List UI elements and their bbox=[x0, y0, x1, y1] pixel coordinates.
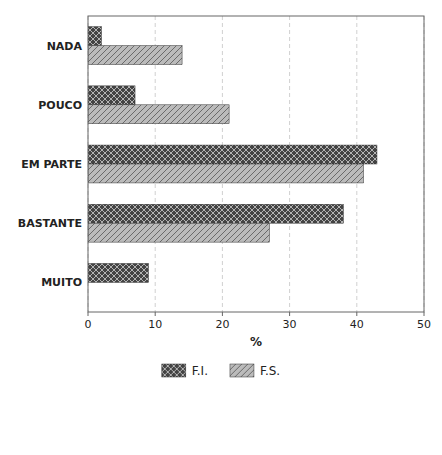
x-tick-label: 40 bbox=[350, 318, 364, 331]
legend-label: F.I. bbox=[192, 364, 208, 378]
x-tick bbox=[222, 312, 223, 316]
y-axis: NADA POUCO EM PARTE BASTANTE MUITO bbox=[18, 40, 83, 290]
x-tick-label: 10 bbox=[148, 318, 162, 331]
x-tick-label: 20 bbox=[215, 318, 229, 331]
legend-swatch bbox=[230, 364, 254, 377]
y-tick-label: POUCO bbox=[38, 99, 82, 112]
bar bbox=[88, 145, 377, 164]
bar bbox=[88, 164, 364, 183]
grid bbox=[88, 16, 424, 312]
chart-container: 0 10 20 30 40 50% NADA POUCO EM PARTE BASTANTE MUI… bbox=[0, 0, 442, 455]
x-axis-label: % bbox=[250, 335, 262, 349]
x-tick bbox=[289, 312, 290, 316]
legend-item: F.S. bbox=[230, 364, 280, 378]
bar bbox=[88, 204, 343, 223]
bar bbox=[88, 105, 229, 124]
x-tick bbox=[88, 312, 89, 316]
plot-frame bbox=[88, 16, 424, 312]
bar bbox=[88, 223, 269, 242]
legend: F.I. F.S. bbox=[162, 364, 280, 378]
x-tick bbox=[356, 312, 357, 316]
legend-label: F.S. bbox=[260, 364, 280, 378]
bar bbox=[88, 86, 135, 105]
x-tick-label: 30 bbox=[283, 318, 297, 331]
bar bbox=[88, 263, 148, 282]
x-tick bbox=[424, 312, 425, 316]
bar bbox=[88, 27, 101, 46]
legend-swatch bbox=[162, 364, 186, 377]
x-axis: 0 10 20 30 40 50 bbox=[85, 312, 432, 331]
legend-item: F.I. bbox=[162, 364, 208, 378]
x-tick bbox=[155, 312, 156, 316]
y-tick-label: MUITO bbox=[41, 276, 82, 289]
x-tick-label: 50 bbox=[417, 318, 431, 331]
bar bbox=[88, 46, 182, 65]
y-tick-label: EM PARTE bbox=[21, 158, 82, 171]
chart-svg: 0 10 20 30 40 50% NADA POUCO EM PARTE BASTANTE MUI… bbox=[0, 0, 442, 455]
y-tick-label: BASTANTE bbox=[18, 217, 82, 230]
bars bbox=[88, 27, 377, 283]
x-tick-label: 0 bbox=[85, 318, 92, 331]
y-tick-label: NADA bbox=[47, 40, 83, 53]
